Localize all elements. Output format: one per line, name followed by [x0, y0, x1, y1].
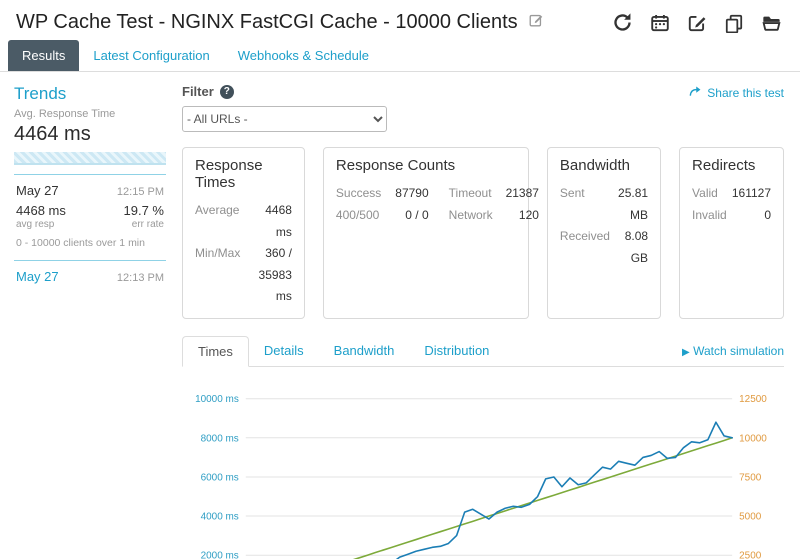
svg-text:10000 ms: 10000 ms	[195, 394, 239, 405]
svg-text:4000 ms: 4000 ms	[201, 512, 239, 523]
stat-value: 25.81 MB	[618, 186, 649, 222]
svg-text:2000 ms: 2000 ms	[201, 551, 239, 559]
response-counts-card: Response Counts Success 87790 Timeout 21…	[322, 147, 539, 319]
chart-tab-bar: Times Details Bandwidth Distribution ▶ W…	[182, 335, 784, 367]
new-test-icon[interactable]	[687, 13, 707, 33]
stat-value: 87790	[395, 186, 429, 200]
trend-entry-current[interactable]: May 27 12:15 PM 4468 ms 19.7 % avg resp …	[14, 175, 166, 262]
stat-value: 8.08 GB	[624, 229, 649, 265]
share-icon	[688, 84, 702, 101]
tab-details[interactable]: Details	[263, 342, 304, 358]
avg-response-label: Avg. Response Time	[14, 108, 116, 120]
bandwidth-card: Bandwidth Sent 25.81 MB Received 8.08 GB	[546, 147, 662, 319]
calendar-icon[interactable]	[650, 13, 670, 33]
url-filter-select[interactable]: - All URLs -	[182, 106, 387, 132]
stat-value: 0 / 0	[405, 207, 429, 222]
stat-value: 4468 ms	[265, 203, 292, 239]
svg-text:2500: 2500	[739, 551, 762, 559]
tab-distribution[interactable]: Distribution	[424, 342, 490, 358]
filter-label: Filter	[182, 84, 214, 99]
card-title: Response Times	[195, 157, 263, 191]
stat-label: 400/500	[335, 207, 380, 222]
trend-time: 12:15 PM	[116, 186, 164, 198]
tab-times[interactable]: Times	[182, 335, 249, 367]
tab-results[interactable]: Results	[8, 40, 80, 71]
svg-text:10000: 10000	[739, 433, 767, 444]
trend-date: May 27	[16, 183, 59, 198]
trend-avg-label: avg resp	[16, 219, 55, 230]
tab-latest-configuration[interactable]: Latest Configuration	[93, 48, 210, 63]
tab-bandwidth[interactable]: Bandwidth	[333, 342, 395, 358]
header: WP Cache Test - NGINX FastCGI Cache - 10…	[0, 0, 800, 40]
stat-label: Network	[448, 207, 493, 222]
tab-webhooks-schedule[interactable]: Webhooks & Schedule	[237, 48, 370, 63]
trend-sparkline	[14, 152, 166, 165]
share-label: Share this test	[707, 85, 784, 100]
page-title: WP Cache Test - NGINX FastCGI Cache - 10…	[16, 11, 518, 33]
toolbar	[612, 12, 782, 33]
stat-label: Average	[195, 203, 240, 217]
avg-response-value: 4464 ms	[14, 123, 91, 145]
main-tab-bar: Results Latest Configuration Webhooks & …	[0, 40, 800, 72]
trend-entry-previous[interactable]: May 27 12:13 PM	[14, 261, 166, 293]
stat-label: Success	[335, 186, 382, 200]
play-icon: ▶	[682, 346, 690, 358]
stat-value: 120	[518, 207, 539, 222]
svg-text:5000: 5000	[739, 512, 762, 523]
trend-detail: 0 - 10000 clients over 1 min	[16, 237, 145, 249]
filter-row: Filter ? - All URLs - Share this test	[182, 84, 784, 132]
svg-text:6000 ms: 6000 ms	[201, 472, 239, 483]
stat-label: Invalid	[692, 207, 727, 222]
svg-text:12500: 12500	[739, 394, 767, 405]
svg-text:8000 ms: 8000 ms	[201, 433, 239, 444]
watch-simulation-label: Watch simulation	[693, 343, 784, 358]
results-panel: Filter ? - All URLs - Share this test	[182, 84, 784, 559]
trend-err-label: err rate	[131, 219, 164, 230]
trends-sidebar: Trends Avg. Response Time 4464 ms May 27…	[8, 84, 166, 559]
trends-title: Trends	[14, 84, 67, 103]
response-times-card: Response Times Average 4468 ms Min/Max 3…	[182, 147, 305, 319]
archive-folder-icon[interactable]	[761, 12, 782, 33]
trend-time: 12:13 PM	[116, 272, 164, 285]
stat-value: 360 / 35983 ms	[258, 246, 292, 304]
stat-label: Received	[559, 229, 610, 244]
card-title: Response Counts	[335, 157, 456, 174]
stat-value: 0	[764, 207, 771, 222]
stat-value: 21387	[505, 186, 539, 200]
watch-simulation-link[interactable]: ▶ Watch simulation	[682, 344, 784, 366]
stat-label: Valid	[692, 186, 718, 200]
stat-label: Timeout	[448, 186, 492, 200]
redirects-card: Redirects Valid 161127 Invalid 0	[679, 147, 784, 319]
edit-title-icon[interactable]	[528, 12, 544, 33]
svg-text:7500: 7500	[739, 472, 762, 483]
share-test-link[interactable]: Share this test	[688, 84, 784, 101]
filter-info-icon[interactable]: ?	[219, 84, 234, 99]
trend-date[interactable]: May 27	[16, 269, 59, 285]
stat-label: Sent	[559, 186, 585, 200]
trend-err-value: 19.7 %	[123, 203, 164, 218]
card-title: Bandwidth	[559, 157, 630, 174]
stat-label: Min/Max	[195, 246, 241, 261]
clone-icon[interactable]	[724, 13, 744, 33]
stat-value: 161127	[731, 186, 771, 200]
trend-avg-value: 4468 ms	[16, 203, 66, 218]
summary-cards: Response Times Average 4468 ms Min/Max 3…	[182, 147, 784, 319]
refresh-icon[interactable]	[612, 12, 633, 33]
card-title: Redirects	[692, 157, 756, 174]
